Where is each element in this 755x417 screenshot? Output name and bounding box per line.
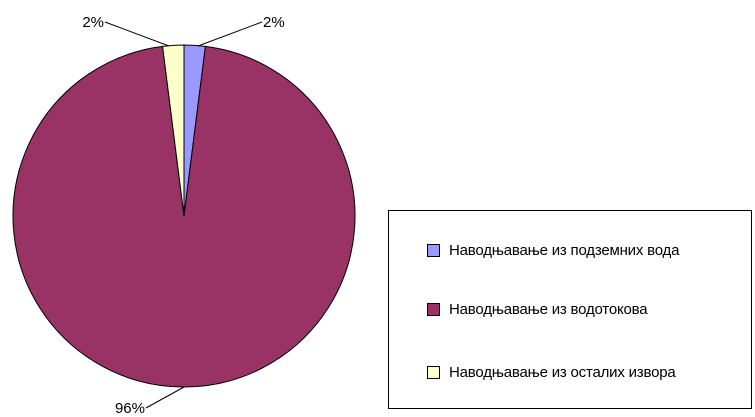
leader-line [197,21,263,47]
pie-slice-other-sources [162,44,185,217]
leader-line [145,386,185,409]
legend-swatch-watercourses [427,302,440,316]
data-label-other-sources: 2% [82,14,104,31]
data-label-groundwater: 2% [263,14,285,31]
legend-label-other-sources: Наводњавање из осталих извора [449,363,676,381]
legend-swatch-other-sources [427,365,440,379]
legend-item-other-sources: Наводњавање из осталих извора [427,362,676,382]
leader-line [104,21,170,47]
legend-label-groundwater: Наводњавање из подземних вода [449,241,680,259]
legend-item-groundwater: Наводњавање из подземних вода [427,240,679,260]
legend-item-watercourses: Наводњавање из водотокова [427,299,648,319]
legend-label-watercourses: Наводњавање из водотокова [449,300,648,318]
chart-legend: Наводњавање из подземних вода Наводњавањ… [388,210,752,409]
pie-slice-watercourses [12,45,356,388]
data-label-watercourses: 96% [115,400,145,417]
legend-swatch-groundwater [427,243,440,257]
